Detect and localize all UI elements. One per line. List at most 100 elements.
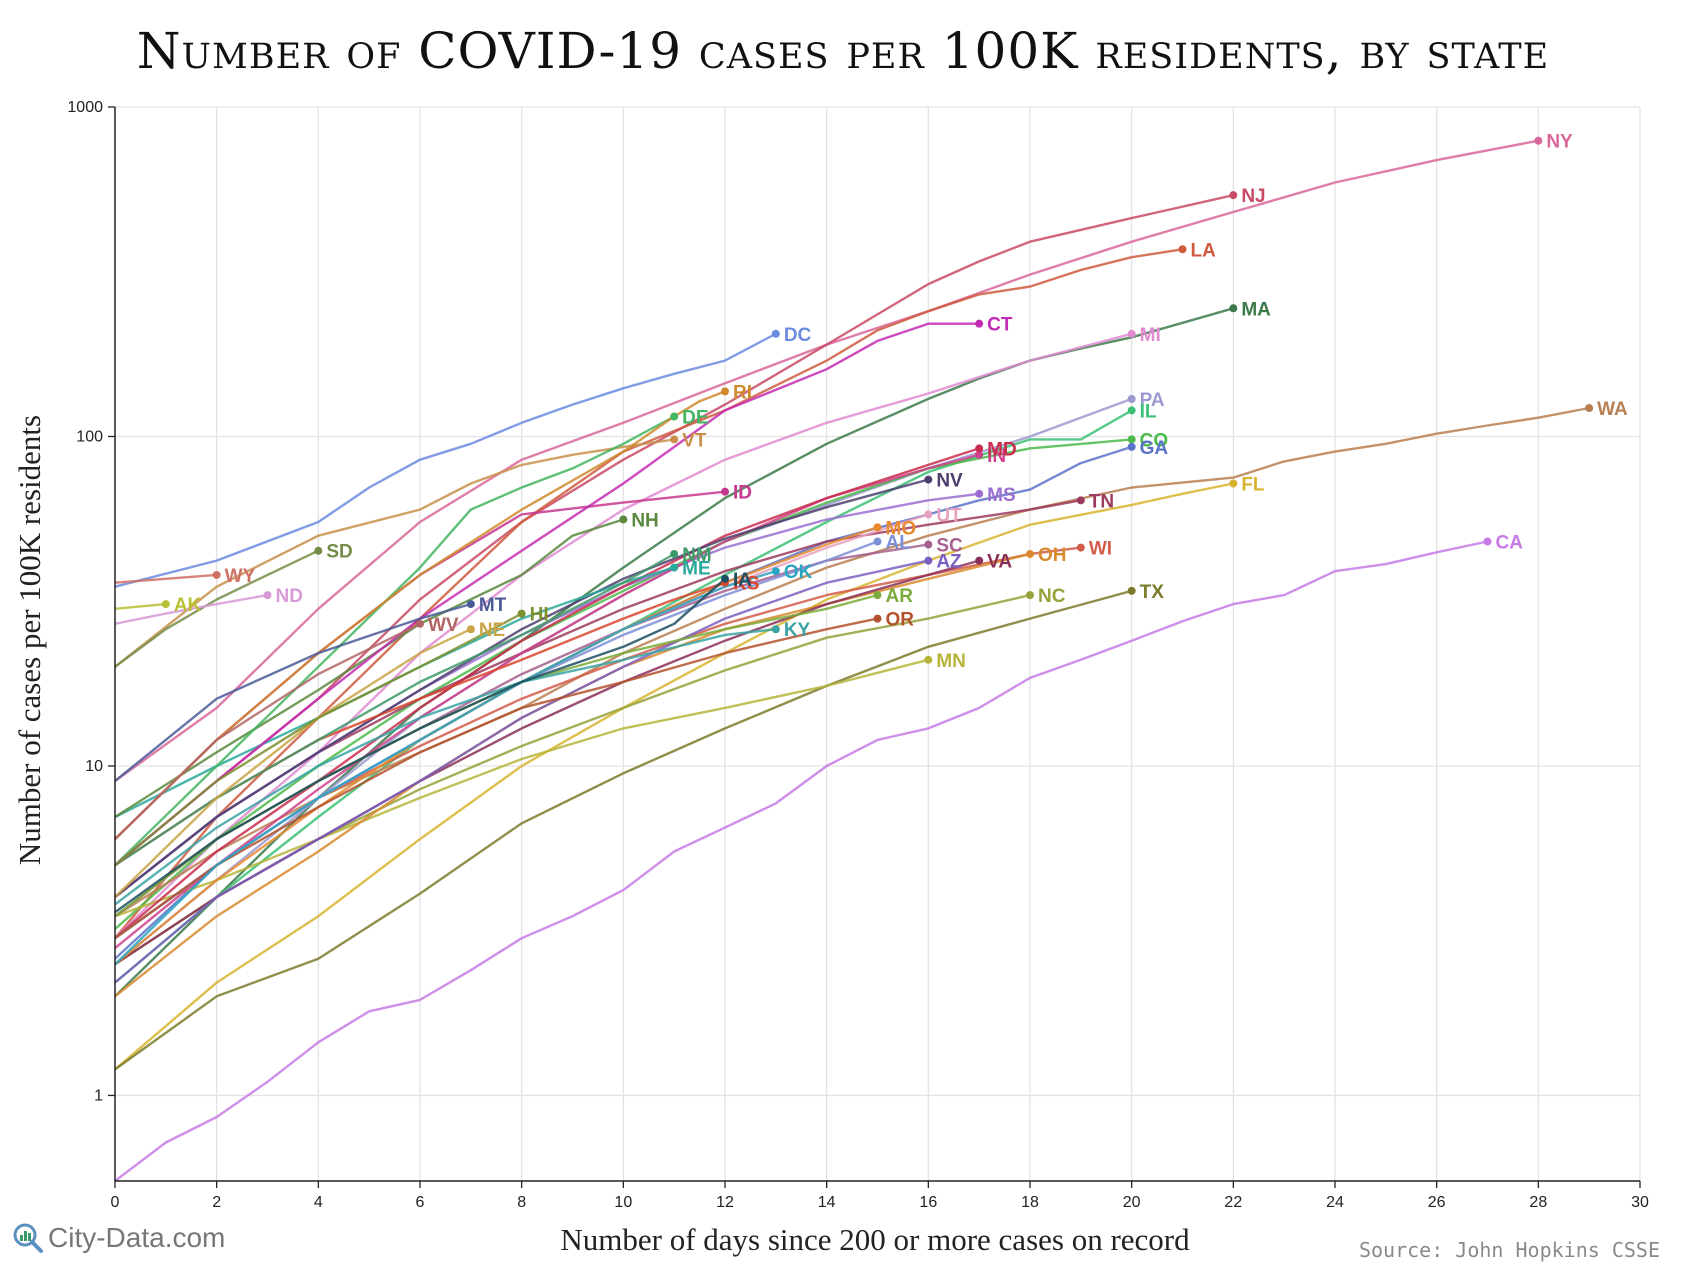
x-tick-label: 0 <box>111 1194 120 1211</box>
series-end-point-or <box>873 614 882 623</box>
series-label-mn: MN <box>936 651 966 672</box>
series-line-de <box>114 415 675 867</box>
x-tick-label: 12 <box>716 1194 734 1211</box>
series-end-point-il <box>1127 406 1136 415</box>
series-label-wi: WI <box>1089 539 1112 560</box>
y-axis-label-text: Number of cases per 100K residents <box>12 414 47 866</box>
series-end-point-mi <box>1127 329 1136 338</box>
series-label-il: IL <box>1140 401 1157 422</box>
series-line-ia <box>114 577 726 914</box>
y-tick-label: 1000 <box>67 99 103 116</box>
series-line-dc <box>114 332 777 588</box>
series-line-az <box>114 559 929 984</box>
series-line-mt <box>114 602 472 782</box>
x-tick-label: 16 <box>919 1194 937 1211</box>
series-label-ar: AR <box>886 586 914 607</box>
series-label-ms: MS <box>987 485 1016 506</box>
series-label-wy: WY <box>225 566 256 587</box>
source-credit: Source: John Hopkins CSSE <box>1358 1238 1660 1262</box>
series-line-wi <box>114 546 1081 940</box>
series-end-point-ak <box>161 600 170 609</box>
series-label-ga: GA <box>1140 438 1169 459</box>
series-line-tx <box>114 589 1133 1071</box>
series-end-point-ar <box>873 591 882 600</box>
series-label-nd: ND <box>276 586 303 607</box>
series-end-point-ny <box>1534 136 1543 145</box>
series-label-nm: NM <box>682 545 712 566</box>
series-label-nc: NC <box>1038 586 1066 607</box>
series-end-point-ma <box>1229 304 1238 313</box>
series-label-al: AL <box>886 533 912 554</box>
series-label-pa: PA <box>1140 390 1165 411</box>
series-label-wv: WV <box>428 615 459 636</box>
series-end-point-ri <box>721 387 729 396</box>
series-label-in: IN <box>987 446 1006 467</box>
series-label-de: DE <box>682 407 708 428</box>
series-line-nd <box>114 593 268 625</box>
series-label-tx: TX <box>1140 582 1165 603</box>
series-label-mi: MI <box>1140 325 1161 346</box>
series-label-ut: UT <box>936 505 962 526</box>
series-end-point-tn <box>1076 496 1085 505</box>
series-label-nj: NJ <box>1241 186 1265 207</box>
series-line-in <box>114 453 980 950</box>
series-label-ne: NE <box>479 620 505 641</box>
logo-text: City-Data.com <box>48 1222 226 1253</box>
series-line-hi <box>114 612 523 867</box>
series-end-point-mn <box>924 655 933 664</box>
series-line-mn <box>114 658 929 918</box>
series-end-point-nj <box>1229 191 1238 200</box>
x-tick-label: 18 <box>1021 1194 1039 1211</box>
y-tick-label: 100 <box>76 428 103 445</box>
series-end-point-la <box>1178 245 1187 254</box>
series-end-point-mo <box>873 523 882 532</box>
x-tick-label: 2 <box>212 1194 221 1211</box>
series-end-point-nc <box>1026 591 1034 600</box>
series-end-point-wa <box>1585 404 1594 413</box>
series-end-point-oh <box>1026 549 1034 558</box>
series-line-wy <box>114 573 217 584</box>
series-line-ma <box>114 307 1234 998</box>
x-tick-label: 10 <box>614 1194 632 1211</box>
series-end-point-de <box>670 412 679 421</box>
series-end-point-ut <box>924 510 933 519</box>
series-end-point-sc <box>924 540 933 549</box>
series-end-point-in <box>975 450 984 459</box>
series-end-point-vt <box>670 435 679 444</box>
series-end-point-pa <box>1127 394 1136 403</box>
series-label-hi: HI <box>530 605 549 626</box>
x-tick-label: 24 <box>1326 1194 1344 1211</box>
series-end-point-ct <box>975 319 984 328</box>
series-end-point-ia <box>721 574 729 583</box>
series-label-ca: CA <box>1496 533 1524 554</box>
x-tick-label: 26 <box>1428 1194 1446 1211</box>
series-end-point-ca <box>1483 537 1492 546</box>
series-line-la <box>114 248 1183 939</box>
chart-title: Number of COVID-19 cases per 100K reside… <box>136 22 1550 80</box>
series-end-point-fl <box>1229 479 1238 488</box>
series-line-wv <box>114 622 421 840</box>
y-tick-label: 1 <box>94 1087 103 1104</box>
series-label-wa: WA <box>1597 399 1628 420</box>
series-end-point-me <box>670 563 679 572</box>
series-label-ri: RI <box>733 382 752 403</box>
series-lines <box>114 139 1590 1182</box>
x-tick-label: 14 <box>818 1194 836 1211</box>
x-tick-label: 8 <box>517 1194 526 1211</box>
series-label-ks: KS <box>733 574 759 595</box>
magnifier-chart-icon <box>13 1223 43 1253</box>
series-end-point-al <box>873 537 882 546</box>
series-label-va: VA <box>987 552 1012 573</box>
series-end-point-az <box>924 556 933 565</box>
series-label-az: AZ <box>936 552 962 573</box>
series-line-or <box>114 617 878 940</box>
series-line-ct <box>114 322 980 867</box>
series-end-point-wy <box>212 570 221 579</box>
series-end-point-ms <box>975 489 984 498</box>
city-data-logo: City-Data.com <box>12 1222 225 1254</box>
series-label-ak: AK <box>174 595 202 616</box>
series-label-ia: IA <box>733 570 752 591</box>
series-label-nv: NV <box>936 471 963 492</box>
series-label-ma: MA <box>1241 299 1271 320</box>
